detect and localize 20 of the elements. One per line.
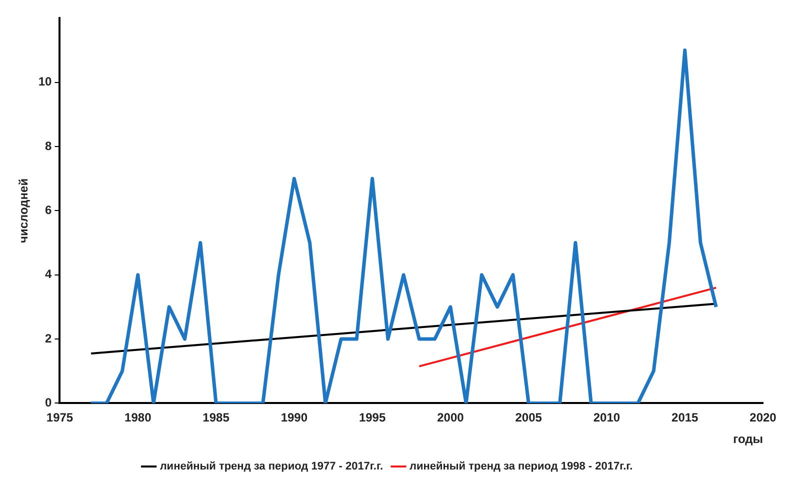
- y-tick-label: 2: [45, 331, 52, 346]
- x-axis-title: годы: [733, 432, 763, 446]
- x-tick-label: 2010: [593, 410, 620, 425]
- y-tick-label: 6: [45, 203, 52, 218]
- x-tick-label: 2005: [515, 410, 542, 425]
- y-tick-label: 10: [38, 74, 52, 89]
- x-tick-label: 2020: [750, 410, 777, 425]
- y-tick-label: 4: [45, 267, 52, 282]
- legend-label: линейный тренд за период 1977 - 2017г.г.: [160, 460, 384, 473]
- x-tick-label: 2000: [437, 410, 464, 425]
- x-tick-label: 2015: [672, 410, 699, 425]
- y-tick-label: 8: [45, 138, 52, 153]
- x-tick-label: 1995: [358, 410, 386, 425]
- y-tick-label: 0: [45, 396, 52, 410]
- y-axis-title: числодней: [16, 178, 31, 243]
- legend-label: линейный тренд за период 1998 - 2017г.г.: [410, 460, 633, 473]
- x-tick-label: 1990: [280, 410, 308, 425]
- x-tick-label: 1985: [202, 410, 230, 425]
- x-tick-label: 1975: [46, 410, 74, 425]
- x-tick-label: 1980: [124, 410, 152, 425]
